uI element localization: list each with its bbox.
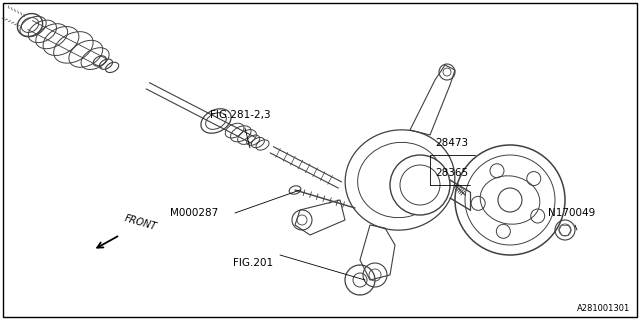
Text: FIG.281-2,3: FIG.281-2,3 — [210, 110, 271, 120]
Text: 28473: 28473 — [435, 138, 468, 148]
Text: FIG.201: FIG.201 — [233, 258, 273, 268]
Text: M000287: M000287 — [170, 208, 218, 218]
Text: N170049: N170049 — [548, 208, 595, 218]
Circle shape — [390, 155, 450, 215]
Text: 28365: 28365 — [435, 168, 468, 178]
Text: FRONT: FRONT — [123, 213, 157, 232]
Text: A281001301: A281001301 — [577, 304, 630, 313]
